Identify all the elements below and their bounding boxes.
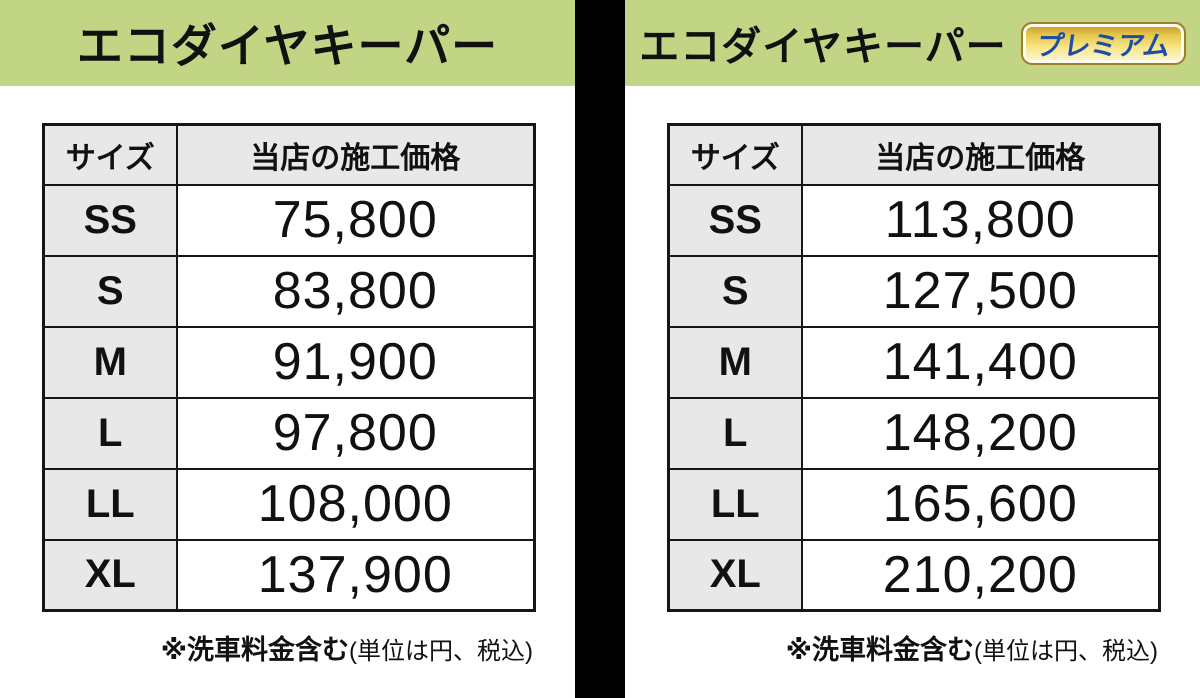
size-cell: LL xyxy=(667,467,803,541)
table-row: S 83,800 xyxy=(42,254,536,328)
size-cell: XL xyxy=(667,538,803,612)
table-row: L 148,200 xyxy=(667,396,1161,470)
size-cell: L xyxy=(667,396,803,470)
footnote-bold-text: ※洗車料金含む xyxy=(785,635,975,665)
col-header-price: 当店の施工価格 xyxy=(175,123,536,186)
footnote-bold-text: ※洗車料金含む xyxy=(160,635,350,665)
price-table-right: サイズ 当店の施工価格 SS 113,800 S 127,500 M 141,4… xyxy=(667,123,1161,612)
footnote-normal-text: (単位は円、税込) xyxy=(349,638,533,665)
price-cell: 75,800 xyxy=(175,183,536,257)
table-row: LL 165,600 xyxy=(667,467,1161,541)
size-cell: M xyxy=(42,325,178,399)
table-row: LL 108,000 xyxy=(42,467,536,541)
table-row: L 97,800 xyxy=(42,396,536,470)
panel-eco-diamond-keeper: エコダイヤキーパー サイズ 当店の施工価格 SS 75,800 S 83,800… xyxy=(0,0,575,698)
size-cell: L xyxy=(42,396,178,470)
size-cell: M xyxy=(667,325,803,399)
price-cell: 108,000 xyxy=(175,467,536,541)
size-cell: XL xyxy=(42,538,178,612)
table-row: SS 113,800 xyxy=(667,183,1161,257)
table-row: XL 210,200 xyxy=(667,538,1161,612)
price-cell: 141,400 xyxy=(800,325,1161,399)
size-cell: SS xyxy=(667,183,803,257)
header-band-left: エコダイヤキーパー xyxy=(0,0,575,86)
table-row: XL 137,900 xyxy=(42,538,536,612)
price-cell: 83,800 xyxy=(175,254,536,328)
panel-title-right: エコダイヤキーパー xyxy=(639,25,1007,69)
price-table-left: サイズ 当店の施工価格 SS 75,800 S 83,800 M 91,900 … xyxy=(42,123,536,612)
col-header-size: サイズ xyxy=(667,123,803,186)
footnote-right: ※洗車料金含む(単位は円、税込) xyxy=(667,628,1158,667)
table-header-row: サイズ 当店の施工価格 xyxy=(667,123,1161,186)
table-row: SS 75,800 xyxy=(42,183,536,257)
size-cell: LL xyxy=(42,467,178,541)
panel-title-left: エコダイヤキーパー xyxy=(76,20,499,72)
price-cell: 137,900 xyxy=(175,538,536,612)
price-cell: 113,800 xyxy=(800,183,1161,257)
col-header-price: 当店の施工価格 xyxy=(800,123,1161,186)
footnote-normal-text: (単位は円、税込) xyxy=(974,638,1158,665)
price-cell: 97,800 xyxy=(175,396,536,470)
premium-badge: プレミアム xyxy=(1020,21,1186,65)
panel-eco-diamond-keeper-premium: エコダイヤキーパー プレミアム サイズ 当店の施工価格 SS 113,800 S… xyxy=(625,0,1200,698)
price-cell: 210,200 xyxy=(800,538,1161,612)
size-cell: SS xyxy=(42,183,178,257)
header-band-right: エコダイヤキーパー プレミアム xyxy=(625,0,1200,86)
price-cell: 91,900 xyxy=(175,325,536,399)
table-row: M 91,900 xyxy=(42,325,536,399)
premium-badge-label: プレミアム xyxy=(1034,30,1172,61)
price-cell: 148,200 xyxy=(800,396,1161,470)
footnote-left: ※洗車料金含む(単位は円、税込) xyxy=(42,628,533,667)
size-cell: S xyxy=(42,254,178,328)
table-row: M 141,400 xyxy=(667,325,1161,399)
price-cell: 127,500 xyxy=(800,254,1161,328)
center-divider-bar xyxy=(575,0,625,698)
col-header-size: サイズ xyxy=(42,123,178,186)
table-row: S 127,500 xyxy=(667,254,1161,328)
price-cell: 165,600 xyxy=(800,467,1161,541)
table-header-row: サイズ 当店の施工価格 xyxy=(42,123,536,186)
size-cell: S xyxy=(667,254,803,328)
